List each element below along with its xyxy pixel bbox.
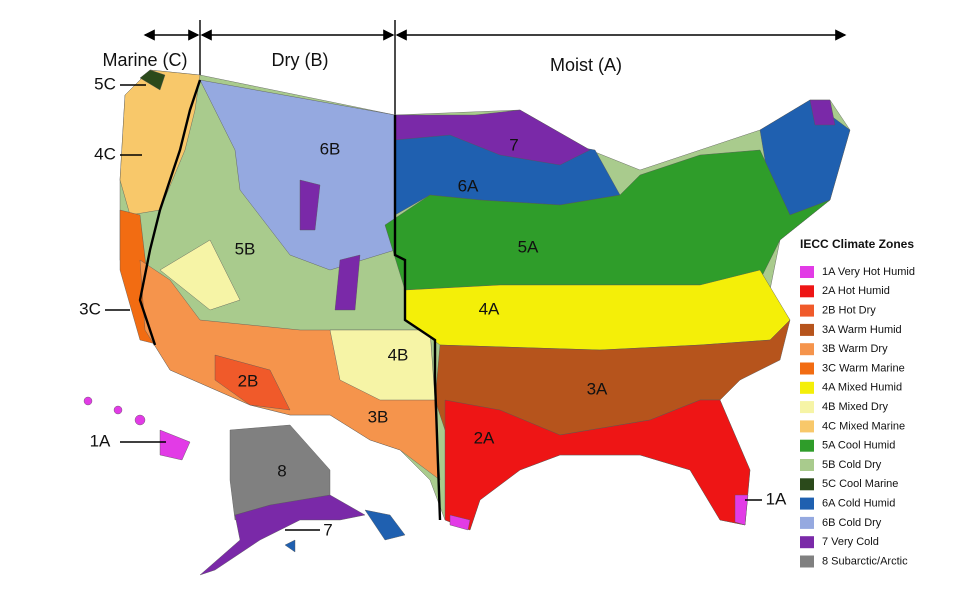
legend-label: 4C Mixed Marine [822, 420, 905, 432]
zone-area [139, 69, 166, 91]
legend-label: 2A Hot Humid [822, 285, 890, 297]
legend-label: 4B Mixed Dry [822, 401, 889, 413]
zone-label: 5C [94, 74, 116, 93]
legend-label: 5B Cold Dry [822, 459, 882, 471]
zone-area [214, 354, 291, 411]
zone-area [159, 239, 241, 311]
region-boundary [138, 79, 202, 346]
legend-label: 1A Very Hot Humid [822, 266, 915, 278]
legend-swatch [800, 401, 814, 414]
legend-label: 3C Warm Marine [822, 362, 905, 374]
zone-label: 7 [323, 520, 332, 539]
zone-area [734, 494, 749, 526]
zone-area [444, 399, 751, 531]
zone-area [134, 414, 146, 426]
zone-label: 5B [235, 239, 256, 258]
region-boundary [393, 115, 442, 521]
zone-area [119, 69, 201, 216]
zone-label: 7 [509, 135, 518, 154]
legend-swatch [800, 555, 814, 568]
region-label: Dry (B) [272, 50, 329, 70]
zone-area [809, 99, 836, 126]
zone-label: 3C [79, 299, 101, 318]
zone-area [449, 514, 471, 531]
legend-swatch [800, 516, 814, 529]
legend-label: 3B Warm Dry [822, 343, 888, 355]
zone-label: 1A [90, 431, 111, 450]
zone-area [284, 539, 296, 553]
zone-area [199, 494, 366, 576]
zone-label: 8 [277, 461, 286, 480]
legend-swatch [800, 381, 814, 394]
zone-area [394, 109, 591, 166]
zone-label: 4A [479, 299, 500, 318]
legend-label: 7 Very Cold [822, 536, 879, 548]
zone-area [83, 396, 93, 406]
legend-label: 8 Subarctic/Arctic [822, 555, 908, 567]
zone-label: 5A [518, 237, 539, 256]
zone-area [334, 254, 361, 311]
legend-swatch [800, 420, 814, 433]
zone-label: 1A [766, 489, 787, 508]
legend-swatch [800, 343, 814, 356]
legend-swatch [800, 323, 814, 336]
legend-label: 6B Cold Dry [822, 517, 882, 529]
legend-swatch [800, 478, 814, 491]
legend: IECC Climate Zones 1A Very Hot Humid 2A H… [800, 237, 915, 568]
zone-label: 4B [388, 345, 409, 364]
zone-label: 3A [587, 379, 608, 398]
region-label: Moist (A) [550, 55, 622, 75]
legend-swatch [800, 362, 814, 375]
legend-label: 3A Warm Humid [822, 324, 902, 336]
zone-label: 4C [94, 144, 116, 163]
zone-label: 2B [238, 371, 259, 390]
legend-title: IECC Climate Zones [800, 237, 914, 251]
zone-area [139, 259, 441, 481]
zone-label: 6B [320, 139, 341, 158]
legend-label: 5C Cool Marine [822, 478, 898, 490]
zone-area [159, 429, 191, 461]
legend-label: 2B Hot Dry [822, 305, 876, 317]
legend-swatch [800, 285, 814, 298]
zone-area [299, 179, 321, 231]
legend-swatch [800, 266, 814, 278]
zone-label: 6A [458, 176, 479, 195]
legend-swatch [800, 536, 814, 549]
zones [83, 69, 851, 576]
legend-label: 6A Cold Humid [822, 498, 895, 510]
zone-labels: 5C 4C 3C 1A 6B 5B 2B 3B 4B 7 6A 5A 4A 3A… [79, 74, 787, 539]
legend-swatch [800, 459, 814, 471]
legend-swatch [800, 497, 814, 510]
region-label: Marine (C) [102, 50, 187, 70]
zone-area [364, 509, 406, 541]
legend-swatch [800, 304, 814, 317]
zone-label: 2A [474, 428, 495, 447]
legend-swatch [800, 439, 814, 452]
legend-label: 4A Mixed Humid [822, 382, 902, 394]
legend-label: 5A Cool Humid [822, 440, 895, 452]
zone-area [113, 405, 123, 415]
zone-label: 3B [368, 407, 389, 426]
region-dividers: Marine (C) Dry (B) Moist (A) [102, 20, 847, 118]
zone-area [329, 329, 436, 401]
